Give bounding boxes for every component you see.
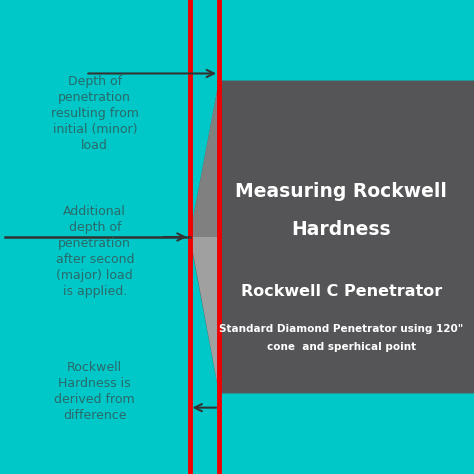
Text: Hardness: Hardness <box>292 220 391 239</box>
Text: Additional
depth of
penetration
after second
(major) load
is applied.: Additional depth of penetration after se… <box>55 205 134 298</box>
Text: Rockwell C Penetrator: Rockwell C Penetrator <box>241 284 442 299</box>
Text: Standard Diamond Penetrator using 120": Standard Diamond Penetrator using 120" <box>219 324 464 335</box>
Polygon shape <box>190 81 474 393</box>
Polygon shape <box>190 81 219 237</box>
Text: Measuring Rockwell: Measuring Rockwell <box>236 182 447 201</box>
Polygon shape <box>190 237 219 393</box>
Text: Depth of
penetration
resulting from
initial (minor)
load: Depth of penetration resulting from init… <box>51 75 139 152</box>
Text: cone  and sperhical point: cone and sperhical point <box>267 342 416 352</box>
Text: Rockwell
Hardness is
derived from
difference: Rockwell Hardness is derived from differ… <box>55 361 135 421</box>
